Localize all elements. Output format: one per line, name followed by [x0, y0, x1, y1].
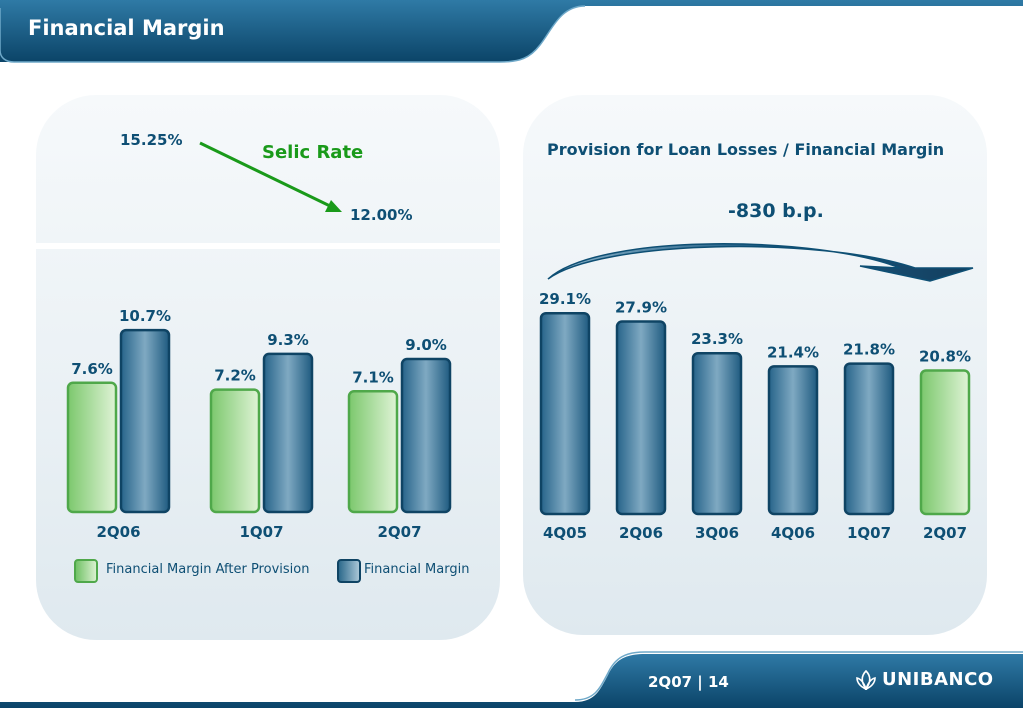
bar-provision-3Q06 — [691, 351, 743, 516]
data-label: 10.7% — [119, 307, 171, 325]
data-label: 21.4% — [767, 343, 819, 361]
selic-end-value: 12.00% — [350, 206, 413, 224]
brand-name: UNIBANCO — [882, 669, 994, 690]
category-label: 2Q06 — [619, 524, 663, 542]
legend-label-after-provision: Financial Margin After Provision — [106, 562, 310, 577]
data-label: 7.2% — [214, 367, 256, 385]
category-label: 1Q07 — [847, 524, 891, 542]
selic-start-value: 15.25% — [120, 131, 183, 149]
provision-ratio-panel — [523, 95, 987, 635]
header-banner — [0, 0, 1023, 63]
data-label: 9.0% — [405, 336, 447, 354]
category-label: 2Q07 — [923, 524, 967, 542]
category-label: 1Q07 — [239, 523, 283, 541]
data-label: 7.6% — [71, 360, 113, 378]
bar-provision-2Q07 — [919, 369, 971, 516]
legend-label-financial-margin: Financial Margin — [364, 562, 470, 577]
legend-swatch-after-provision — [74, 559, 98, 583]
bar-provision-2Q06 — [615, 320, 667, 516]
data-label: 23.3% — [691, 330, 743, 348]
data-label: 20.8% — [919, 347, 971, 365]
category-label: 3Q06 — [695, 524, 739, 542]
bar-after-provision-2Q07 — [347, 390, 399, 514]
data-label: 21.8% — [843, 341, 895, 359]
page-number: 2Q07 | 14 — [648, 673, 729, 691]
bar-after-provision-2Q06 — [66, 381, 118, 514]
unibanco-emblem-icon — [856, 669, 876, 690]
chart-title: Provision for Loan Losses / Financial Ma… — [547, 140, 945, 159]
data-label: 7.1% — [352, 368, 394, 386]
category-label: 4Q06 — [771, 524, 815, 542]
bar-provision-4Q05 — [539, 311, 591, 516]
data-label: 29.1% — [539, 290, 591, 308]
bar-financial-margin-2Q07 — [400, 357, 452, 514]
bar-after-provision-1Q07 — [209, 388, 261, 514]
panel-divider — [36, 243, 500, 249]
bar-financial-margin-1Q07 — [262, 352, 314, 514]
bar-provision-1Q07 — [843, 362, 895, 516]
unibanco-logo: UNIBANCO — [855, 669, 994, 690]
footer-banner — [0, 651, 1023, 708]
bar-financial-margin-2Q06 — [119, 328, 171, 514]
category-label: 2Q07 — [377, 523, 421, 541]
data-label: 27.9% — [615, 298, 667, 316]
basis-point-change: -830 b.p. — [728, 200, 824, 222]
page-title: Financial Margin — [28, 16, 225, 40]
bar-provision-4Q06 — [767, 365, 819, 516]
category-label: 4Q05 — [543, 524, 587, 542]
category-label: 2Q06 — [96, 523, 140, 541]
data-label: 9.3% — [267, 331, 309, 349]
decrease-swoosh-arrow — [547, 243, 974, 282]
legend-swatch-financial-margin — [337, 559, 361, 583]
